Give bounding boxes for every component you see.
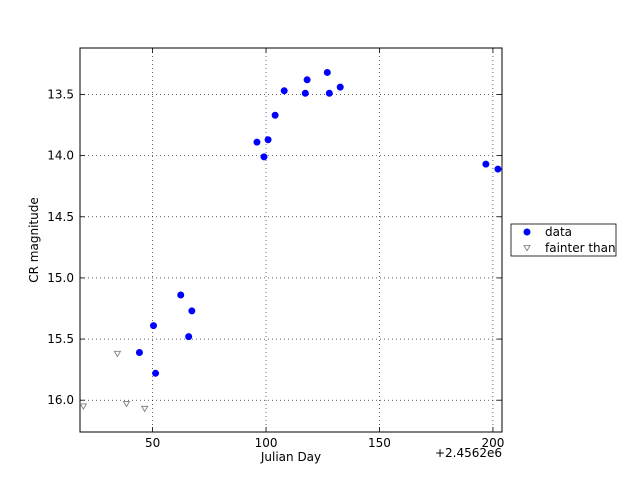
y-tick-label: 16.0 <box>47 393 74 407</box>
data-point <box>271 111 279 119</box>
data-point <box>280 87 288 95</box>
data-point <box>336 83 344 91</box>
legend-label: fainter than <box>545 241 616 255</box>
y-tick-label: 13.5 <box>47 87 74 101</box>
data-point <box>494 165 502 173</box>
data-point <box>122 401 131 408</box>
plot-frame <box>79 47 503 433</box>
data-point <box>177 291 185 299</box>
x-offset-label: +2.4562e6 <box>435 446 502 460</box>
legend-label: data <box>545 225 572 239</box>
data-point <box>264 136 272 144</box>
data-point <box>185 333 193 341</box>
data-point <box>303 76 311 84</box>
x-tick-label: 150 <box>368 436 391 450</box>
y-axis-label: CR magnitude <box>27 197 41 282</box>
x-tick-label: 200 <box>481 436 504 450</box>
data-point <box>113 350 122 358</box>
data-point <box>253 138 261 146</box>
data-point <box>135 349 143 357</box>
y-tick-label: 14.5 <box>47 210 74 224</box>
x-axis-label: Julian Day <box>260 450 321 464</box>
data-point <box>188 307 196 315</box>
data-point <box>323 68 331 76</box>
data-point <box>140 405 149 413</box>
data-point <box>150 322 158 330</box>
data-point <box>482 160 490 168</box>
x-tick-label: 50 <box>145 436 160 450</box>
x-tick-label: 100 <box>255 436 278 450</box>
data-point <box>301 89 309 97</box>
data-point <box>79 403 88 410</box>
data-point <box>152 369 160 377</box>
y-tick-label: 14.0 <box>47 149 74 163</box>
data-point <box>325 89 333 97</box>
legend-marker <box>523 245 531 252</box>
y-tick-label: 15.0 <box>47 271 74 285</box>
data-point <box>260 153 268 161</box>
y-tick-label: 15.5 <box>47 332 74 346</box>
legend-marker <box>523 228 531 236</box>
